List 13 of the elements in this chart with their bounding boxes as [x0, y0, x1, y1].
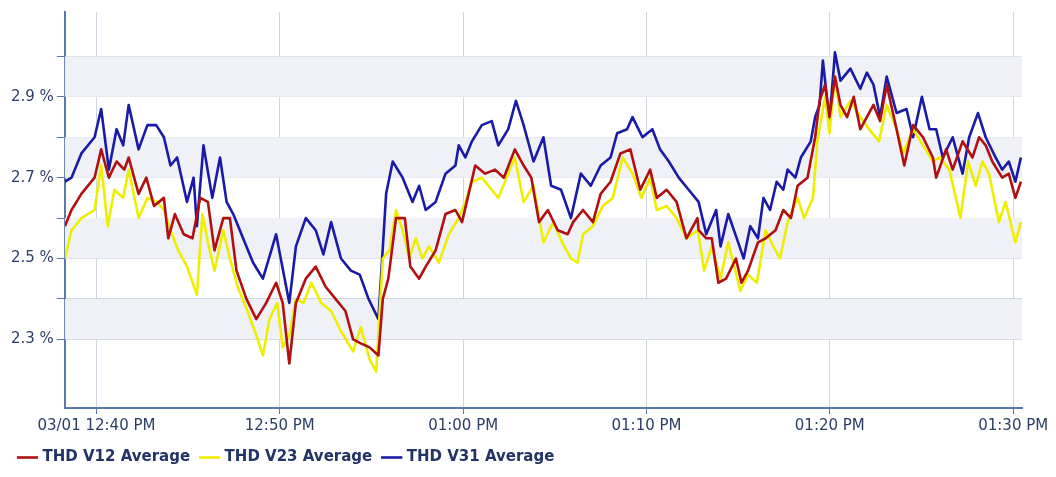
- y-tick-label: 2.7 %: [10, 167, 54, 186]
- y-tick-label: 2.3 %: [10, 329, 54, 348]
- x-tick-label: 12:50 PM: [244, 415, 315, 434]
- y-tick-label: 2.5 %: [10, 248, 54, 267]
- legend-label: THD V31 Average: [406, 447, 555, 466]
- x-tick-label: 01:30 PM: [978, 415, 1049, 434]
- x-tick-label: 01:20 PM: [794, 415, 865, 434]
- x-tick-label: 01:10 PM: [611, 415, 682, 434]
- x-tick-label: 01:00 PM: [428, 415, 499, 434]
- x-tick-label: 03/01 12:40 PM: [37, 415, 156, 434]
- legend-label: THD V23 Average: [224, 447, 373, 466]
- y-tick-label: 2.9 %: [10, 86, 54, 105]
- legend-label: THD V12 Average: [42, 447, 191, 466]
